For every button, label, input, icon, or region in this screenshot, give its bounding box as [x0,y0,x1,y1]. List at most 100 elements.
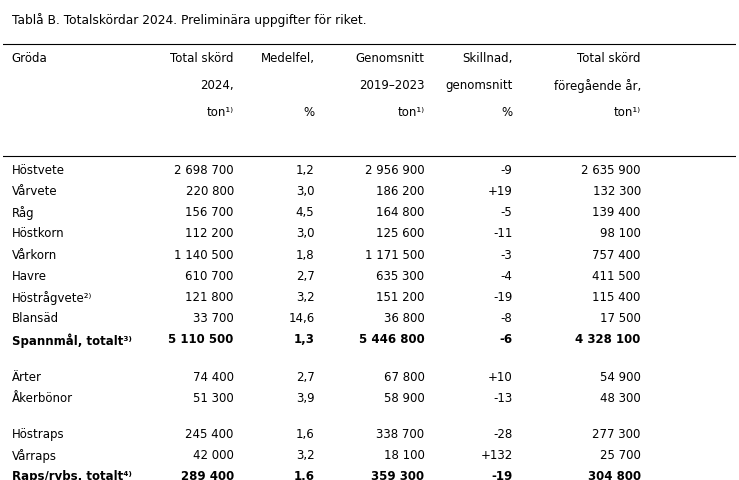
Text: 115 400: 115 400 [593,290,641,303]
Text: 359 300: 359 300 [372,469,424,480]
Text: 25 700: 25 700 [600,448,641,461]
Text: Höstkorn: Höstkorn [12,227,64,240]
Text: +10: +10 [488,370,513,383]
Text: %: % [304,106,315,119]
Text: 74 400: 74 400 [193,370,234,383]
Text: 3,9: 3,9 [296,391,315,404]
Text: 289 400: 289 400 [180,469,234,480]
Text: 1 171 500: 1 171 500 [365,248,424,261]
Text: 121 800: 121 800 [185,290,234,303]
Text: -3: -3 [501,248,513,261]
Text: 610 700: 610 700 [185,269,234,282]
Text: 2,7: 2,7 [296,370,315,383]
Text: Total skörd: Total skörd [577,52,641,65]
Text: föregående år,: föregående år, [554,79,641,93]
Text: -5: -5 [501,206,513,219]
Text: Höstvete: Höstvete [12,163,64,176]
Text: 98 100: 98 100 [600,227,641,240]
Text: Vårkorn: Vårkorn [12,248,57,261]
Text: 14,6: 14,6 [288,312,315,324]
Text: -6: -6 [500,333,513,346]
Text: 36 800: 36 800 [384,312,424,324]
Text: Vårvete: Vårvete [12,184,57,197]
Text: Tablå B. Totalskördar 2024. Preliminära uppgifter för riket.: Tablå B. Totalskördar 2024. Preliminära … [12,13,367,27]
Text: Råg: Råg [12,206,34,220]
Text: 1,2: 1,2 [296,163,315,176]
Text: 18 100: 18 100 [384,448,424,461]
Text: 2 635 900: 2 635 900 [582,163,641,176]
Text: 112 200: 112 200 [185,227,234,240]
Text: -28: -28 [493,427,513,440]
Text: genomsnitt: genomsnitt [445,79,513,92]
Text: 2019–2023: 2019–2023 [359,79,424,92]
Text: 2,7: 2,7 [296,269,315,282]
Text: 1,3: 1,3 [293,333,315,346]
Text: 5 110 500: 5 110 500 [168,333,234,346]
Text: 5 446 800: 5 446 800 [358,333,424,346]
Text: Raps/rybs, totalt⁴⁾: Raps/rybs, totalt⁴⁾ [12,469,132,480]
Text: 3,0: 3,0 [296,227,315,240]
Text: 51 300: 51 300 [193,391,234,404]
Text: Höstraps: Höstraps [12,427,64,440]
Text: Blansäd: Blansäd [12,312,58,324]
Text: 1 140 500: 1 140 500 [174,248,234,261]
Text: 4 328 100: 4 328 100 [576,333,641,346]
Text: 42 000: 42 000 [193,448,234,461]
Text: ton¹⁾: ton¹⁾ [614,106,641,119]
Text: -13: -13 [493,391,513,404]
Text: Åkerbönor: Åkerbönor [12,391,72,404]
Text: 3,0: 3,0 [296,184,315,197]
Text: 757 400: 757 400 [593,248,641,261]
Text: 1,6: 1,6 [296,427,315,440]
Text: -9: -9 [500,163,513,176]
Text: 164 800: 164 800 [376,206,424,219]
Text: -11: -11 [493,227,513,240]
Text: -4: -4 [500,269,513,282]
Text: Spannmål, totalt³⁾: Spannmål, totalt³⁾ [12,333,132,347]
Text: 220 800: 220 800 [185,184,234,197]
Text: 33 700: 33 700 [193,312,234,324]
Text: 2 698 700: 2 698 700 [174,163,234,176]
Text: 3,2: 3,2 [296,448,315,461]
Text: 4,5: 4,5 [296,206,315,219]
Text: 635 300: 635 300 [376,269,424,282]
Text: Total skörd: Total skörd [170,52,234,65]
Text: 2 956 900: 2 956 900 [365,163,424,176]
Text: Medelfel,: Medelfel, [260,52,315,65]
Text: 132 300: 132 300 [593,184,641,197]
Text: +132: +132 [480,448,513,461]
Text: Ärter: Ärter [12,370,41,383]
Text: ton¹⁾: ton¹⁾ [207,106,234,119]
Text: Skillnad,: Skillnad, [462,52,513,65]
Text: Gröda: Gröda [12,52,47,65]
Text: 411 500: 411 500 [593,269,641,282]
Text: 245 400: 245 400 [185,427,234,440]
Text: Genomsnitt: Genomsnitt [355,52,424,65]
Text: Höstrågvete²⁾: Höstrågvete²⁾ [12,290,92,304]
Text: 125 600: 125 600 [376,227,424,240]
Text: 151 200: 151 200 [376,290,424,303]
Text: 58 900: 58 900 [384,391,424,404]
Text: +19: +19 [488,184,513,197]
Text: -19: -19 [491,469,513,480]
Text: 3,2: 3,2 [296,290,315,303]
Text: 17 500: 17 500 [600,312,641,324]
Text: 277 300: 277 300 [593,427,641,440]
Text: 186 200: 186 200 [376,184,424,197]
Text: 2024,: 2024, [200,79,234,92]
Text: 54 900: 54 900 [600,370,641,383]
Text: 304 800: 304 800 [588,469,641,480]
Text: 156 700: 156 700 [185,206,234,219]
Text: -19: -19 [493,290,513,303]
Text: 1,6: 1,6 [293,469,315,480]
Text: ton¹⁾: ton¹⁾ [398,106,424,119]
Text: 338 700: 338 700 [376,427,424,440]
Text: 1,8: 1,8 [296,248,315,261]
Text: Havre: Havre [12,269,47,282]
Text: 139 400: 139 400 [593,206,641,219]
Text: %: % [501,106,513,119]
Text: Vårraps: Vårraps [12,448,57,462]
Text: 67 800: 67 800 [384,370,424,383]
Text: -8: -8 [501,312,513,324]
Text: 48 300: 48 300 [600,391,641,404]
